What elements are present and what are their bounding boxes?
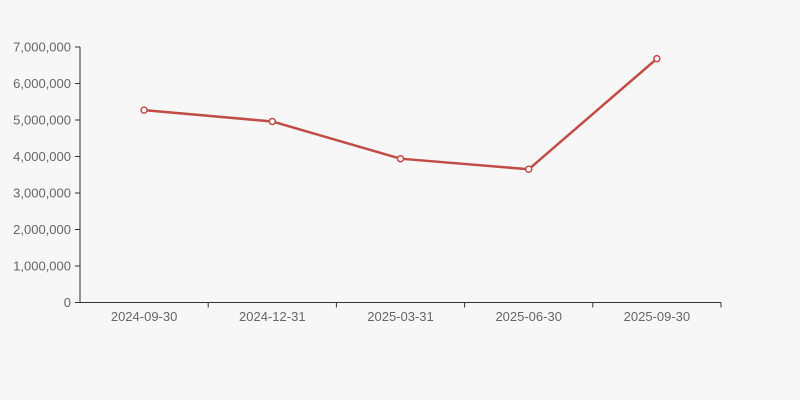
y-axis-label: 4,000,000 <box>13 149 71 164</box>
y-axis-label: 0 <box>64 295 71 310</box>
y-axis-label: 5,000,000 <box>13 113 71 128</box>
y-axis-label: 1,000,000 <box>13 259 71 274</box>
y-axis-label: 7,000,000 <box>13 40 71 55</box>
data-point[interactable] <box>653 54 661 63</box>
y-axis-label: 2,000,000 <box>13 222 71 237</box>
data-point[interactable] <box>140 106 148 114</box>
y-axis-label: 6,000,000 <box>13 76 71 91</box>
y-axis-label: 3,000,000 <box>13 186 71 201</box>
x-axis-label: 2025-09-30 <box>624 309 691 324</box>
x-axis-label: 2024-09-30 <box>111 309 178 324</box>
x-axis-label: 2025-03-31 <box>367 309 434 324</box>
data-point[interactable] <box>268 117 277 126</box>
x-axis-label: 2025-06-30 <box>495 309 562 324</box>
x-axis-label: 2024-12-31 <box>239 309 306 324</box>
data-point[interactable] <box>396 154 405 163</box>
data-point[interactable] <box>524 165 533 174</box>
